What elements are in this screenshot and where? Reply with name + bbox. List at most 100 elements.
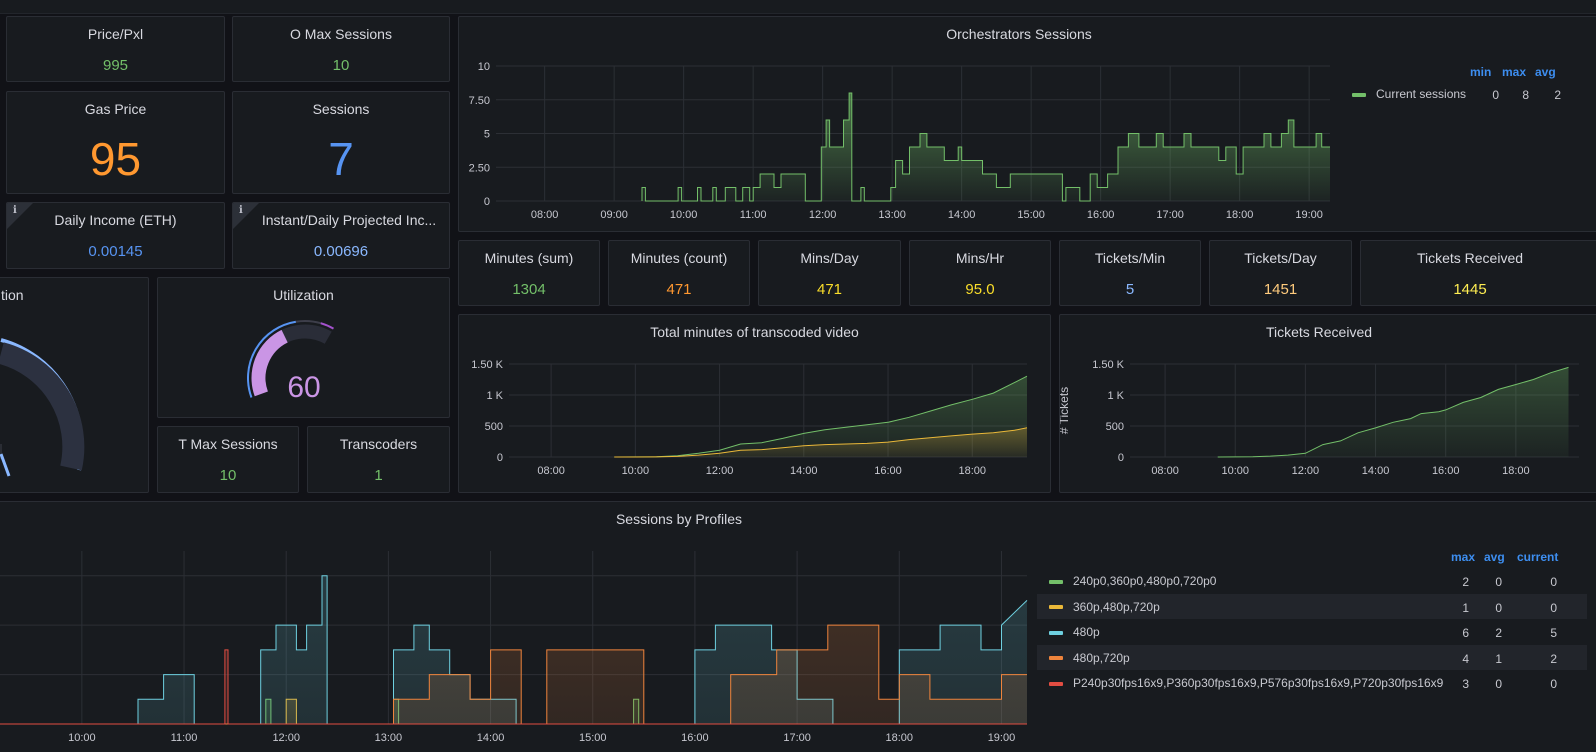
y-tick-label: 10 xyxy=(478,61,490,73)
legend-header-avg[interactable]: avg xyxy=(1535,65,1556,79)
x-tick-label: 14:00 xyxy=(948,209,976,221)
tickets-received-chart-panel[interactable]: Tickets Received 0 500 1 K 1.50 K 08:00 10:00… xyxy=(1059,314,1596,493)
legend-max-value: 1 xyxy=(1462,600,1469,615)
total-minutes-chart[interactable]: 0 500 1 K 1.50 K 08:00 10:00 12:00 14:00 16:00 18… xyxy=(459,315,1051,493)
tickets-min-panel[interactable]: Tickets/Min 5 xyxy=(1059,240,1201,306)
x-tick-label: 08:00 xyxy=(537,465,565,477)
legend-current-value: 2 xyxy=(1550,651,1557,666)
legend-current-value: 0 xyxy=(1550,677,1557,691)
o-max-sessions-panel[interactable]: O Max Sessions 10 xyxy=(232,16,450,82)
partial-gauge-panel[interactable]: tion xyxy=(0,277,149,493)
info-corner xyxy=(233,203,259,229)
legend-item-profile[interactable]: 360p,480p,720p xyxy=(1049,594,1160,620)
y-tick-label: 0 xyxy=(497,452,503,464)
info-icon[interactable]: i xyxy=(13,205,17,216)
x-tick-label: 10:00 xyxy=(1221,465,1249,477)
mins-hr-panel[interactable]: Mins/Hr 95.0 xyxy=(909,240,1051,306)
legend-item-profile[interactable]: 240p0,360p0,480p0,720p0 xyxy=(1049,568,1216,594)
tickets-received-panel[interactable]: Tickets Received 1445 xyxy=(1360,240,1596,306)
series-line-count xyxy=(614,427,1028,458)
y-tick-label: 1 K xyxy=(486,390,503,402)
legend-current-value: 0 xyxy=(1550,600,1557,615)
x-tick-label: 17:00 xyxy=(1156,209,1184,221)
x-tick-label: 16:00 xyxy=(681,732,709,744)
series-area-480p,720p xyxy=(0,625,1027,724)
legend-header-min[interactable]: min xyxy=(1470,65,1492,79)
legend-current-value: 0 xyxy=(1550,575,1557,589)
daily-income-panel[interactable]: i Daily Income (ETH) 0.00145 xyxy=(6,202,225,269)
legend-max-value: 3 xyxy=(1462,677,1469,691)
legend-header-max[interactable]: max xyxy=(1502,65,1527,79)
gauge-value-arc xyxy=(251,329,289,397)
legend-avg-value: 0 xyxy=(1495,677,1502,691)
dashboard-top-bar xyxy=(0,0,1596,14)
series-line-Current sessions xyxy=(641,92,1330,202)
x-tick-label: 14:00 xyxy=(790,465,818,477)
orchestrators-sessions-chart[interactable]: 0 2.50 5 7.50 10 08:00 09:00 10:00 11:00 12:00 13:… xyxy=(459,17,1339,232)
legend-header-max[interactable]: max xyxy=(1451,550,1476,564)
utilization-value: 60 xyxy=(287,371,321,404)
tickets-day-panel[interactable]: Tickets/Day 1451 xyxy=(1209,240,1352,306)
utilization-gauge xyxy=(247,320,334,398)
mins-hr-title: Mins/Hr xyxy=(955,250,1005,266)
legend-max-value: 8 xyxy=(1522,88,1529,102)
transcoders-title: Transcoders xyxy=(339,436,418,452)
price-pxl-title: Price/Pxl xyxy=(87,26,144,42)
tickets-day-title: Tickets/Day xyxy=(1244,250,1317,266)
legend-max-value: 6 xyxy=(1462,626,1469,640)
mins-day-title: Mins/Day xyxy=(800,250,859,266)
x-tick-label: 19:00 xyxy=(988,732,1016,744)
legend-label: 480p,720p xyxy=(1073,650,1130,665)
transcoders-panel[interactable]: Transcoders 1 xyxy=(307,426,450,493)
legend-header-avg[interactable]: avg xyxy=(1484,550,1505,564)
minutes-sum-title: Minutes (sum) xyxy=(484,250,574,266)
legend-swatch xyxy=(1049,681,1063,686)
minutes-sum-panel[interactable]: Minutes (sum) 1304 xyxy=(458,240,600,306)
o-max-sessions-title: O Max Sessions xyxy=(290,26,392,42)
price-pxl-panel[interactable]: Price/Pxl 995 xyxy=(6,16,225,82)
gas-price-panel[interactable]: Gas Price 95 xyxy=(6,91,225,194)
y-tick-label: 0 xyxy=(1118,452,1124,464)
legend-label: Current sessions xyxy=(1376,87,1467,101)
legend-item-current-sessions[interactable]: Current sessions xyxy=(1352,81,1582,107)
minutes-sum-value: 1304 xyxy=(512,281,546,298)
info-icon[interactable]: i xyxy=(239,205,243,216)
x-tick-label: 12:00 xyxy=(706,465,734,477)
y-tick-label: 1 K xyxy=(1107,390,1124,402)
daily-income-value: 0.00145 xyxy=(88,243,143,260)
tickets-received-title: Tickets Received xyxy=(1416,250,1524,266)
x-tick-label: 10:00 xyxy=(622,465,650,477)
sessions-by-profiles-panel[interactable]: Sessions by Profiles 10:00 11:00 12:00 13:0… xyxy=(0,501,1596,752)
orchestrators-sessions-panel[interactable]: Orchestrators Sessions 0 2.50 5 7.50 10 08:00… xyxy=(458,16,1596,232)
mins-day-panel[interactable]: Mins/Day 471 xyxy=(758,240,901,306)
x-tick-label: 15:00 xyxy=(1017,209,1045,221)
legend-item-profile[interactable]: P240p30fps16x9,P360p30fps16x9,P576p30fps… xyxy=(1049,670,1443,696)
tickets-min-title: Tickets/Min xyxy=(1094,250,1166,266)
legend-item-profile[interactable]: 480p xyxy=(1049,619,1100,645)
x-tick-label: 14:00 xyxy=(477,732,505,744)
utilization-panel[interactable]: Utilization 60 xyxy=(157,277,450,418)
legend-row-bg xyxy=(1037,593,1587,619)
legend-header-current[interactable]: current xyxy=(1517,550,1559,564)
sessions-panel[interactable]: Sessions 7 xyxy=(232,91,450,194)
legend-max-value: 2 xyxy=(1462,575,1469,589)
series-area-Current sessions xyxy=(642,93,1330,201)
sessions-by-profiles-chart[interactable]: 10:00 11:00 12:00 13:00 14:00 15:00 16:00 17:00… xyxy=(0,502,1039,752)
series-area-tickets xyxy=(1217,367,1569,457)
tickets-day-value: 1451 xyxy=(1263,281,1298,298)
sessions-title: Sessions xyxy=(312,101,370,117)
total-minutes-panel[interactable]: Total minutes of transcoded video 0 500 1 … xyxy=(458,314,1051,493)
legend-min-value: 0 xyxy=(1492,88,1499,102)
projected-income-panel[interactable]: i Instant/Daily Projected Inc... 0.00696 xyxy=(232,202,450,269)
x-tick-label: 17:00 xyxy=(783,732,811,744)
minutes-count-panel[interactable]: Minutes (count) 471 xyxy=(608,240,750,306)
x-tick-label: 16:00 xyxy=(1087,209,1115,221)
o-max-sessions-value: 10 xyxy=(332,57,350,74)
tickets-received-chart[interactable]: 0 500 1 K 1.50 K 08:00 10:00 12:00 14:00 16:00 18… xyxy=(1060,315,1596,493)
x-tick-label: 08:00 xyxy=(1151,465,1179,477)
t-max-sessions-panel[interactable]: T Max Sessions 10 xyxy=(157,426,299,493)
t-max-sessions-title: T Max Sessions xyxy=(178,436,278,452)
legend-item-profile[interactable]: 480p,720p xyxy=(1049,645,1130,671)
sessions-by-profiles-title: Sessions by Profiles xyxy=(615,511,743,527)
x-tick-label: 08:00 xyxy=(531,209,559,221)
